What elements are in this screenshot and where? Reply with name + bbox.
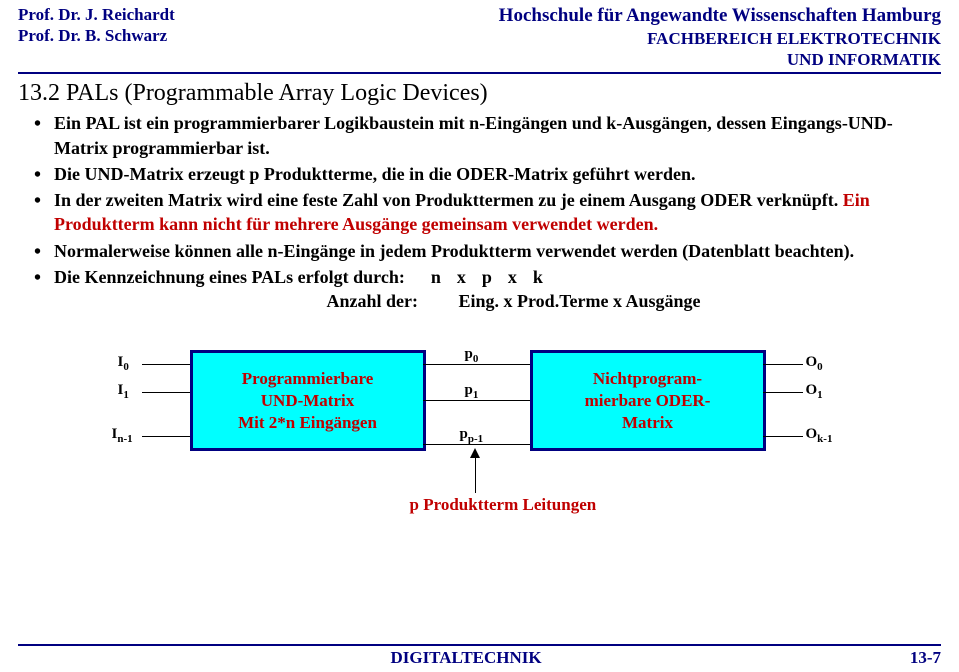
footer-rule [18, 644, 941, 646]
arrow-shaft [475, 458, 476, 493]
anzahl-row: Anzahl der: Eing. x Prod.Terme x Ausgäng… [18, 291, 941, 312]
section-title: 13.2 PALs (Programmable Array Logic Devi… [0, 80, 959, 111]
line-ok [763, 436, 803, 437]
prof1: Prof. Dr. J. Reichardt [18, 4, 175, 25]
header: Prof. Dr. J. Reichardt Prof. Dr. B. Schw… [0, 0, 959, 70]
input-i1: I1 [118, 382, 129, 401]
product-term-label: p Produktterm Leitungen [410, 495, 597, 515]
output-ok: Ok-1 [806, 426, 833, 445]
bullet-2: Die UND-Matrix erzeugt p Produktterme, d… [34, 162, 941, 186]
line-p0 [423, 364, 530, 365]
kenn-x2: x [500, 265, 525, 289]
anzahl-values: Eing. x Prod.Terme x Ausgänge [459, 291, 701, 311]
block-diagram: I0 I1 In-1 Programmierbare UND-Matrix Mi… [60, 340, 900, 540]
p0-label: p0 [465, 346, 479, 365]
line-i1 [142, 392, 190, 393]
line-o1 [763, 392, 803, 393]
bullet-5: Die Kennzeichnung eines PALs erfolgt dur… [34, 265, 941, 289]
content: Ein PAL ist ein programmierbarer Logikba… [0, 111, 959, 540]
arrow-head-icon [470, 448, 480, 458]
anzahl-label: Anzahl der: [38, 291, 454, 312]
box1-l2: UND-Matrix [193, 390, 423, 412]
bullet-4: Normalerweise können alle n-Eingänge in … [34, 239, 941, 263]
kenn-k: k [525, 265, 551, 289]
or-matrix-box: Nichtprogram- mierbare ODER- Matrix [530, 350, 766, 451]
line-in [142, 436, 190, 437]
box2-l3: Matrix [533, 412, 763, 434]
input-i0: I0 [118, 354, 129, 373]
prof2: Prof. Dr. B. Schwarz [18, 25, 175, 46]
and-matrix-box: Programmierbare UND-Matrix Mit 2*n Eingä… [190, 350, 426, 451]
line-p1 [423, 400, 530, 401]
kenn-p: p [474, 265, 500, 289]
box2-l2: mierbare ODER- [533, 390, 763, 412]
bullet-3: In der zweiten Matrix wird eine feste Za… [34, 188, 941, 237]
box2-l1: Nichtprogram- [533, 368, 763, 390]
header-rule [18, 72, 941, 74]
box1-l3: Mit 2*n Eingängen [193, 412, 423, 434]
kenn-x1: x [449, 265, 474, 289]
p1-label: p1 [465, 382, 479, 401]
kenn-label: Die Kennzeichnung eines PALs erfolgt dur… [54, 265, 405, 289]
kenn-table: n x p x k [423, 265, 551, 289]
footer-right: 13-7 [910, 648, 941, 668]
box1-l1: Programmierbare [193, 368, 423, 390]
line-o0 [763, 364, 803, 365]
bullet-list: Ein PAL ist ein programmierbarer Logikba… [34, 111, 941, 289]
pp-label: pp-1 [460, 426, 484, 445]
input-in: In-1 [112, 426, 133, 445]
faculty1: FACHBEREICH ELEKTROTECHNIK [499, 28, 941, 49]
bullet-1: Ein PAL ist ein programmierbarer Logikba… [34, 111, 941, 160]
line-pp [423, 444, 530, 445]
output-o0: O0 [806, 354, 823, 373]
kenn-n: n [423, 265, 449, 289]
footer-mid: DIGITALTECHNIK [22, 648, 910, 668]
bullet-3a: In der zweiten Matrix wird eine feste Za… [54, 190, 843, 210]
university: Hochschule für Angewandte Wissenschaften… [499, 4, 941, 28]
faculty2: UND INFORMATIK [499, 49, 941, 70]
footer: DIGITALTECHNIK 13-7 [0, 644, 959, 672]
header-left: Prof. Dr. J. Reichardt Prof. Dr. B. Schw… [18, 4, 175, 70]
output-o1: O1 [806, 382, 823, 401]
line-i0 [142, 364, 190, 365]
header-right: Hochschule für Angewandte Wissenschaften… [499, 4, 941, 70]
